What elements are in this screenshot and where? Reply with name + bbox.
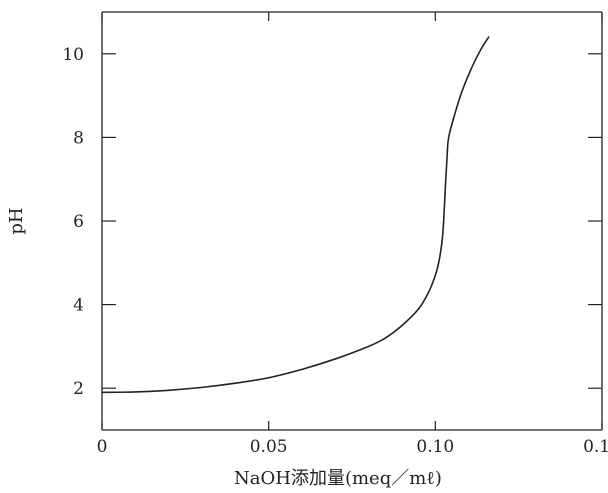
y-tick-label: 10 bbox=[62, 45, 84, 65]
y-tick-label: 6 bbox=[73, 212, 84, 232]
y-tick-label: 4 bbox=[73, 296, 84, 316]
x-axis-label: NaOH添加量(meq／mℓ) bbox=[234, 468, 442, 489]
x-tick-label: 0.10 bbox=[416, 437, 454, 457]
ph-titration-curve bbox=[101, 36, 490, 394]
x-tick-label: 0.05 bbox=[250, 437, 288, 457]
y-tick-label: 8 bbox=[73, 128, 84, 148]
x-tick-label: 0 bbox=[97, 437, 108, 457]
y-tick-label: 2 bbox=[73, 379, 84, 399]
y-axis-label: pH bbox=[6, 207, 27, 234]
x-tick-label: 0.15 bbox=[583, 437, 608, 457]
